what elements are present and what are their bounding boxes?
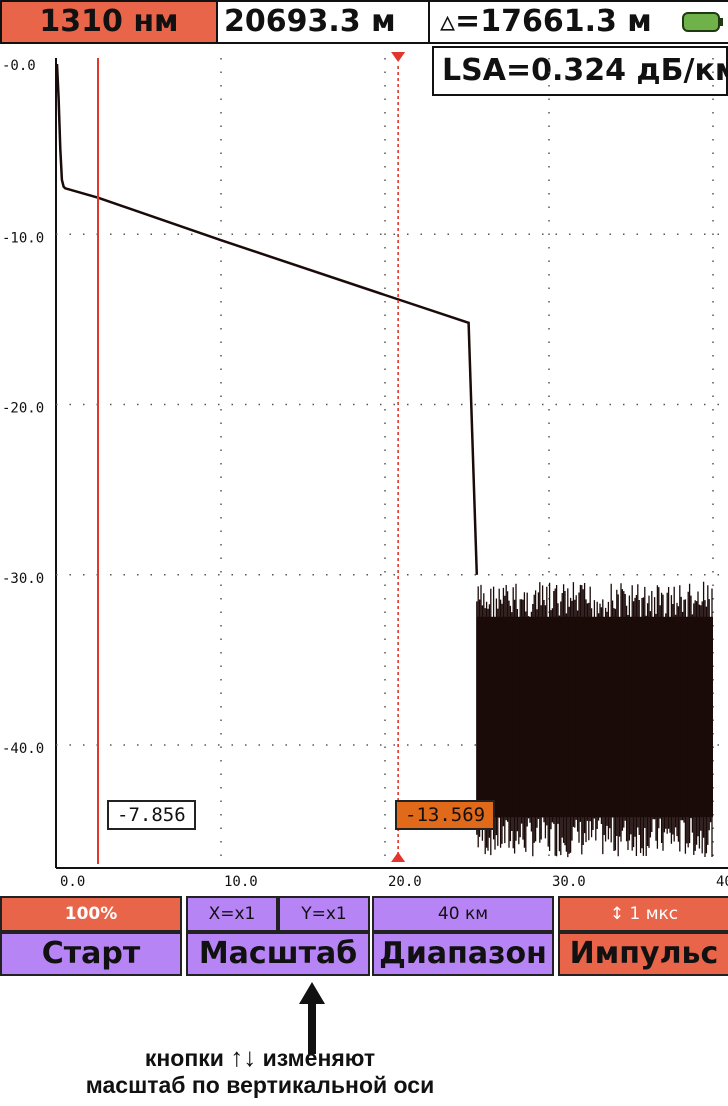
- x-tick-label: 30.0: [552, 874, 586, 890]
- annotation-line-2: масштаб по вертикальной оси: [85, 1072, 435, 1098]
- y-tick-label: -30.0: [2, 571, 44, 587]
- lsa-display: LSA=0.324 дБ/км: [432, 46, 728, 96]
- scale-y-status: Y=x1: [278, 896, 370, 932]
- x-tick-label: 10.0: [224, 874, 258, 890]
- annotation-word-change: изменяют: [262, 1045, 376, 1071]
- start-progress-status: 100%: [0, 896, 182, 932]
- up-arrow-icon: [299, 982, 325, 1054]
- distance-display: 20693.3 м: [216, 0, 430, 44]
- wavelength-display[interactable]: 1310 нм: [0, 0, 218, 44]
- start-button[interactable]: Старт: [0, 932, 182, 976]
- range-button[interactable]: Диапазон: [372, 932, 554, 976]
- battery-icon: [682, 12, 723, 32]
- y-tick-label: -20.0: [2, 401, 44, 417]
- trace-plot[interactable]: -0.0 -10.0 -20.0 -30.0 -40.0 0.0 10.0 20.0 30.0 4…: [0, 44, 728, 896]
- marker-b-bottom-arrow: [391, 852, 406, 862]
- scale-button[interactable]: Масштаб: [186, 932, 370, 976]
- x-tick-label: 20.0: [388, 874, 422, 890]
- delta-value: ▵=17661.3 м: [440, 4, 652, 39]
- marker-b-top-arrow: [391, 52, 406, 62]
- marker-b-value: -13.569: [395, 800, 496, 830]
- softkey-bar: 100% X=x1 Y=x1 40 км ↕ 1 мкс Старт Масшт…: [0, 896, 728, 976]
- x-tick-label: 0.0: [60, 874, 85, 890]
- y-tick-label: -10.0: [2, 230, 44, 246]
- up-down-arrows-icon: ↑↓: [230, 1042, 257, 1072]
- annotation-line-1: кнопки ↑↓ изменяют: [0, 1042, 520, 1073]
- pulse-button[interactable]: Импульс: [558, 932, 728, 976]
- delta-display: ▵=17661.3 м: [428, 0, 728, 44]
- range-status: 40 км: [372, 896, 554, 932]
- noise-band: [476, 581, 713, 858]
- marker-a-value: -7.856: [107, 800, 196, 830]
- y-tick-label: -0.0: [2, 58, 36, 74]
- annotation-word-buttons: кнопки: [144, 1045, 224, 1071]
- y-tick-label: -40.0: [2, 741, 44, 757]
- x-tick-label: 40.0: [716, 874, 728, 890]
- trace-line: [55, 63, 479, 575]
- scale-x-status: X=x1: [186, 896, 278, 932]
- status-bar: 1310 нм 20693.3 м ▵=17661.3 м: [0, 0, 728, 44]
- pulse-status: ↕ 1 мкс: [558, 896, 728, 932]
